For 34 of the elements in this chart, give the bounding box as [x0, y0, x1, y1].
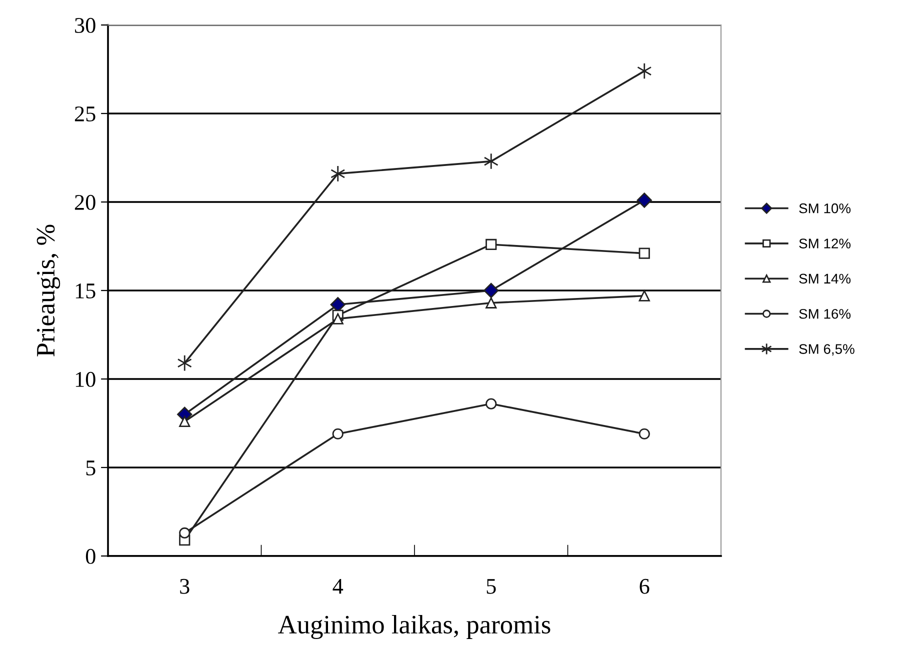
point — [332, 428, 344, 440]
x-tick-label: 4 — [332, 579, 344, 594]
point — [330, 165, 346, 182]
y-tick-label: 30 — [75, 18, 96, 33]
point — [638, 290, 650, 302]
legend-label: SM 6,5% — [799, 344, 854, 356]
y-axis-title: Prieaugis, % — [36, 224, 60, 356]
point — [636, 192, 652, 208]
y-tick-label: 25 — [74, 106, 96, 122]
legend-label: SM 16% — [799, 308, 851, 319]
point — [638, 428, 650, 440]
legend-label: SM 10% — [799, 203, 851, 214]
point — [484, 152, 498, 170]
y-tick-label: 10 — [76, 372, 96, 387]
x-tick-label: 5 — [486, 579, 496, 594]
x-axis-title: Auginimo laikas, paromis — [278, 615, 550, 640]
legend-label: SM 12% — [799, 238, 851, 248]
legend-label: SM 14% — [799, 274, 851, 284]
x-tick-label: 3 — [180, 578, 190, 594]
point — [638, 248, 650, 259]
point — [179, 527, 190, 539]
point — [332, 313, 344, 324]
y-tick-label: 20 — [74, 194, 96, 210]
point — [179, 416, 190, 428]
y-tick-label: 0 — [86, 548, 96, 564]
y-tick-label: 15 — [76, 284, 96, 298]
point — [484, 282, 499, 298]
x-tick-label: 6 — [640, 578, 650, 594]
point — [177, 354, 192, 372]
point — [637, 62, 652, 80]
point — [486, 297, 497, 308]
point — [486, 238, 497, 250]
y-tick-label: 5 — [86, 460, 96, 476]
point — [486, 398, 497, 410]
